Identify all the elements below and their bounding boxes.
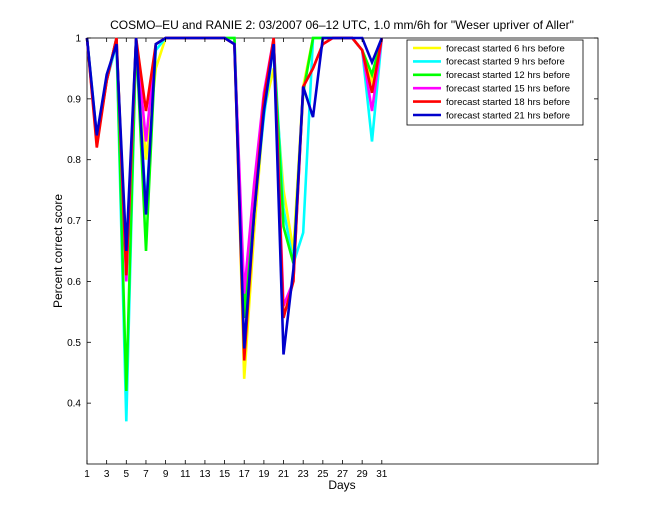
chart-title: COSMO–EU and RANIE 2: 03/2007 06–12 UTC,… — [110, 18, 574, 32]
x-tick-label: 15 — [219, 469, 231, 480]
y-tick-label: 0.8 — [67, 155, 81, 166]
x-tick-label: 25 — [317, 469, 329, 480]
x-tick-label: 23 — [298, 469, 310, 480]
ticks-layer: 1 3 5 7 9 11 13 15 17 19 21 23 25 27 29 310.40.50.60.70… — [67, 34, 598, 480]
x-tick-label: 5 — [124, 469, 130, 480]
legend-box — [406, 39, 584, 126]
y-tick-label: 0.7 — [67, 216, 81, 227]
legend-label-2: forecast started 9 hrs before — [446, 57, 565, 68]
y-tick-label: 0.4 — [67, 399, 81, 410]
legend-label-5: forecast started 18 hrs before — [446, 97, 570, 108]
legend-label-6: forecast started 21 hrs before — [446, 110, 570, 121]
x-tick-label: 21 — [278, 469, 290, 480]
y-tick-label: 0.5 — [67, 338, 81, 349]
y-tick-label: 0.9 — [67, 94, 81, 105]
x-tick-label: 11 — [180, 469, 191, 480]
x-tick-label: 17 — [239, 469, 251, 480]
x-tick-label: 7 — [143, 469, 149, 480]
y-tick-label: 1 — [75, 34, 81, 45]
x-tick-label: 31 — [376, 469, 388, 480]
legend: forecast started 6 hrs before forecast st… — [406, 39, 584, 126]
y-axis-label: Percent correct score — [51, 194, 65, 308]
y-tick-label: 0.6 — [67, 277, 81, 288]
series-line-6 — [85, 36, 384, 355]
x-tick-label: 19 — [258, 469, 270, 480]
x-tick-label: 29 — [357, 469, 369, 480]
legend-label-3: forecast started 12 hrs before — [446, 70, 570, 81]
x-tick-label: 27 — [337, 469, 349, 480]
x-tick-label: 13 — [199, 469, 211, 480]
x-axis-label: Days — [328, 478, 355, 492]
x-tick-label: 3 — [104, 469, 110, 480]
legend-label-1: forecast started 6 hrs before — [446, 43, 565, 54]
x-tick-label: 1 — [84, 469, 90, 480]
x-tick-label: 9 — [163, 469, 169, 480]
legend-label-4: forecast started 15 hrs before — [446, 84, 570, 95]
series-layer — [85, 36, 384, 422]
